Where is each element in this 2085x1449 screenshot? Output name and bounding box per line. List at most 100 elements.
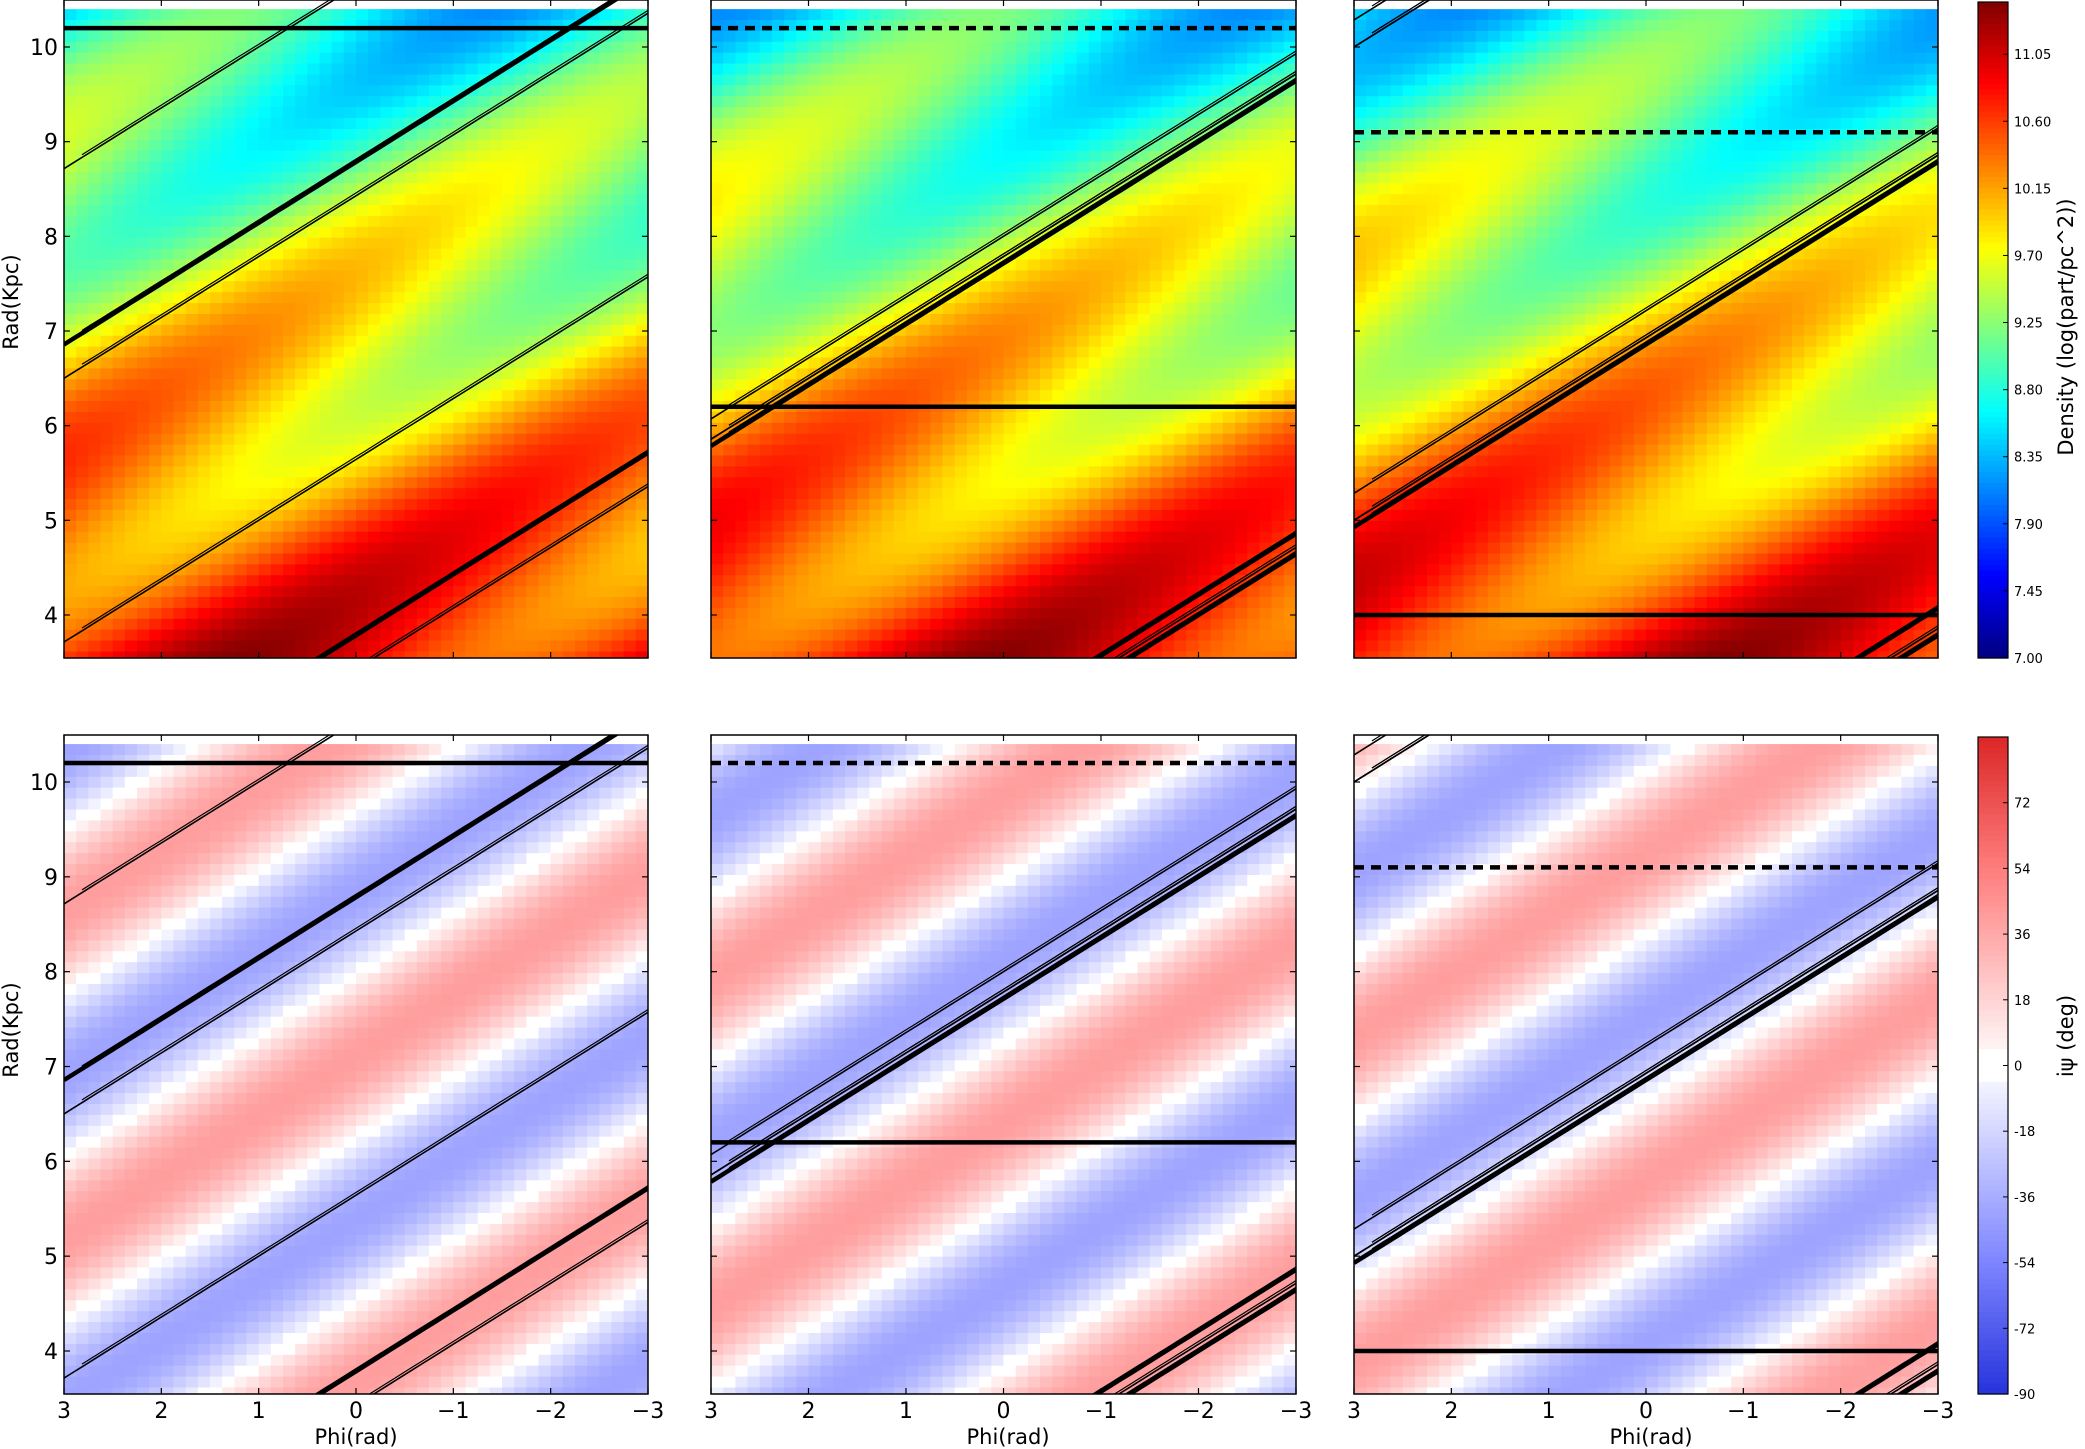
heatmap-cell xyxy=(869,586,883,598)
heatmap-cell xyxy=(64,41,77,54)
heatmap-cell xyxy=(611,63,625,76)
heatmap-cell xyxy=(954,41,968,54)
heatmap-cell xyxy=(562,531,576,544)
heatmap-cell xyxy=(796,248,810,261)
heatmap-cell xyxy=(893,270,907,282)
heatmap-cell xyxy=(258,368,272,380)
heatmap-cell xyxy=(343,357,357,369)
heatmap-cell xyxy=(64,74,77,86)
heatmap-cell xyxy=(784,586,797,598)
heatmap-cell xyxy=(1076,597,1090,609)
heatmap-cell xyxy=(575,651,588,658)
heatmap-cell xyxy=(918,270,931,282)
heatmap-cell xyxy=(343,651,357,658)
heatmap-cell xyxy=(441,640,454,653)
heatmap-cell xyxy=(1003,215,1017,228)
heatmap-cell xyxy=(246,118,260,130)
heatmap-cell xyxy=(893,74,907,86)
heatmap-cell xyxy=(1052,455,1066,467)
heatmap-cell xyxy=(1052,107,1066,119)
heatmap-cell xyxy=(1027,531,1041,544)
heatmap-cell xyxy=(368,509,381,522)
heatmap-cell xyxy=(562,379,576,391)
heatmap-cell xyxy=(1076,41,1090,54)
heatmap-cell xyxy=(611,128,625,141)
heatmap-cell xyxy=(149,455,162,467)
heatmap-cell xyxy=(331,52,345,65)
heatmap-cell xyxy=(893,63,907,76)
heatmap-cell xyxy=(599,20,613,32)
heatmap-cell xyxy=(64,194,77,206)
heatmap-cell xyxy=(76,629,89,642)
heatmap-cell xyxy=(477,368,491,380)
heatmap-cell xyxy=(562,553,576,565)
heatmap-cell xyxy=(429,433,442,446)
heatmap-cell xyxy=(723,531,736,544)
heatmap-cell xyxy=(149,520,162,533)
heatmap-cell xyxy=(930,259,944,272)
heatmap-cell xyxy=(832,509,846,522)
heatmap-cell xyxy=(416,52,430,65)
heatmap-cell xyxy=(137,96,150,108)
heatmap-cell xyxy=(270,292,284,304)
heatmap-cell xyxy=(599,118,613,130)
heatmap-cell xyxy=(1052,281,1066,293)
heatmap-cell xyxy=(538,118,552,130)
heatmap-cell xyxy=(380,52,394,65)
heatmap-cell xyxy=(502,575,515,587)
heatmap-cell xyxy=(869,30,883,43)
heatmap-cell xyxy=(270,651,284,658)
heatmap-cell xyxy=(380,9,394,21)
heatmap-cell xyxy=(124,444,138,457)
heatmap-cell xyxy=(88,226,102,239)
heatmap-cell xyxy=(88,586,102,598)
heatmap-cell xyxy=(1052,237,1066,250)
heatmap-cell xyxy=(295,553,308,565)
heatmap-cell xyxy=(465,597,479,609)
heatmap-cell xyxy=(392,520,406,533)
heatmap-cell xyxy=(747,150,761,163)
heatmap-cell xyxy=(538,183,552,195)
heatmap-cell xyxy=(966,488,980,500)
heatmap-cell xyxy=(550,390,564,402)
heatmap-cell xyxy=(441,499,454,511)
heatmap-cell xyxy=(784,553,797,565)
heatmap-cell xyxy=(526,455,540,467)
heatmap-cell xyxy=(319,107,333,119)
heatmap-cell xyxy=(477,553,491,565)
heatmap-cell xyxy=(331,499,345,511)
heatmap-cell xyxy=(599,194,613,206)
heatmap-cell xyxy=(1076,390,1090,402)
heatmap-cell xyxy=(1113,607,1126,620)
heatmap-cell xyxy=(514,259,527,272)
heatmap-cell xyxy=(893,107,907,119)
heatmap-cell xyxy=(465,586,479,598)
heatmap-cell xyxy=(161,509,175,522)
heatmap-cell xyxy=(477,161,491,174)
heatmap-cell xyxy=(502,629,515,642)
heatmap-cell xyxy=(453,52,467,65)
heatmap-cell xyxy=(1113,118,1126,130)
heatmap-cell xyxy=(429,640,442,653)
heatmap-cell xyxy=(392,455,406,467)
heatmap-cell xyxy=(100,509,114,522)
heatmap-cell xyxy=(88,335,102,348)
heatmap-cell xyxy=(1052,379,1066,391)
heatmap-cell xyxy=(441,651,454,658)
heatmap-cell xyxy=(161,74,175,86)
heatmap-cell xyxy=(1052,9,1066,21)
heatmap-cell xyxy=(368,128,381,141)
heatmap-cell xyxy=(832,335,846,348)
heatmap-cell xyxy=(514,455,527,467)
heatmap-cell xyxy=(404,270,418,282)
heatmap-cell xyxy=(1113,390,1126,402)
heatmap-cell xyxy=(526,411,540,424)
heatmap-cell xyxy=(991,466,1005,478)
heatmap-cell xyxy=(1003,553,1017,565)
heatmap-cell xyxy=(954,30,968,43)
heatmap-cell xyxy=(465,509,479,522)
heatmap-cell xyxy=(185,281,199,293)
heatmap-cell xyxy=(991,63,1005,76)
heatmap-cell xyxy=(599,531,613,544)
heatmap-cell xyxy=(380,422,394,435)
